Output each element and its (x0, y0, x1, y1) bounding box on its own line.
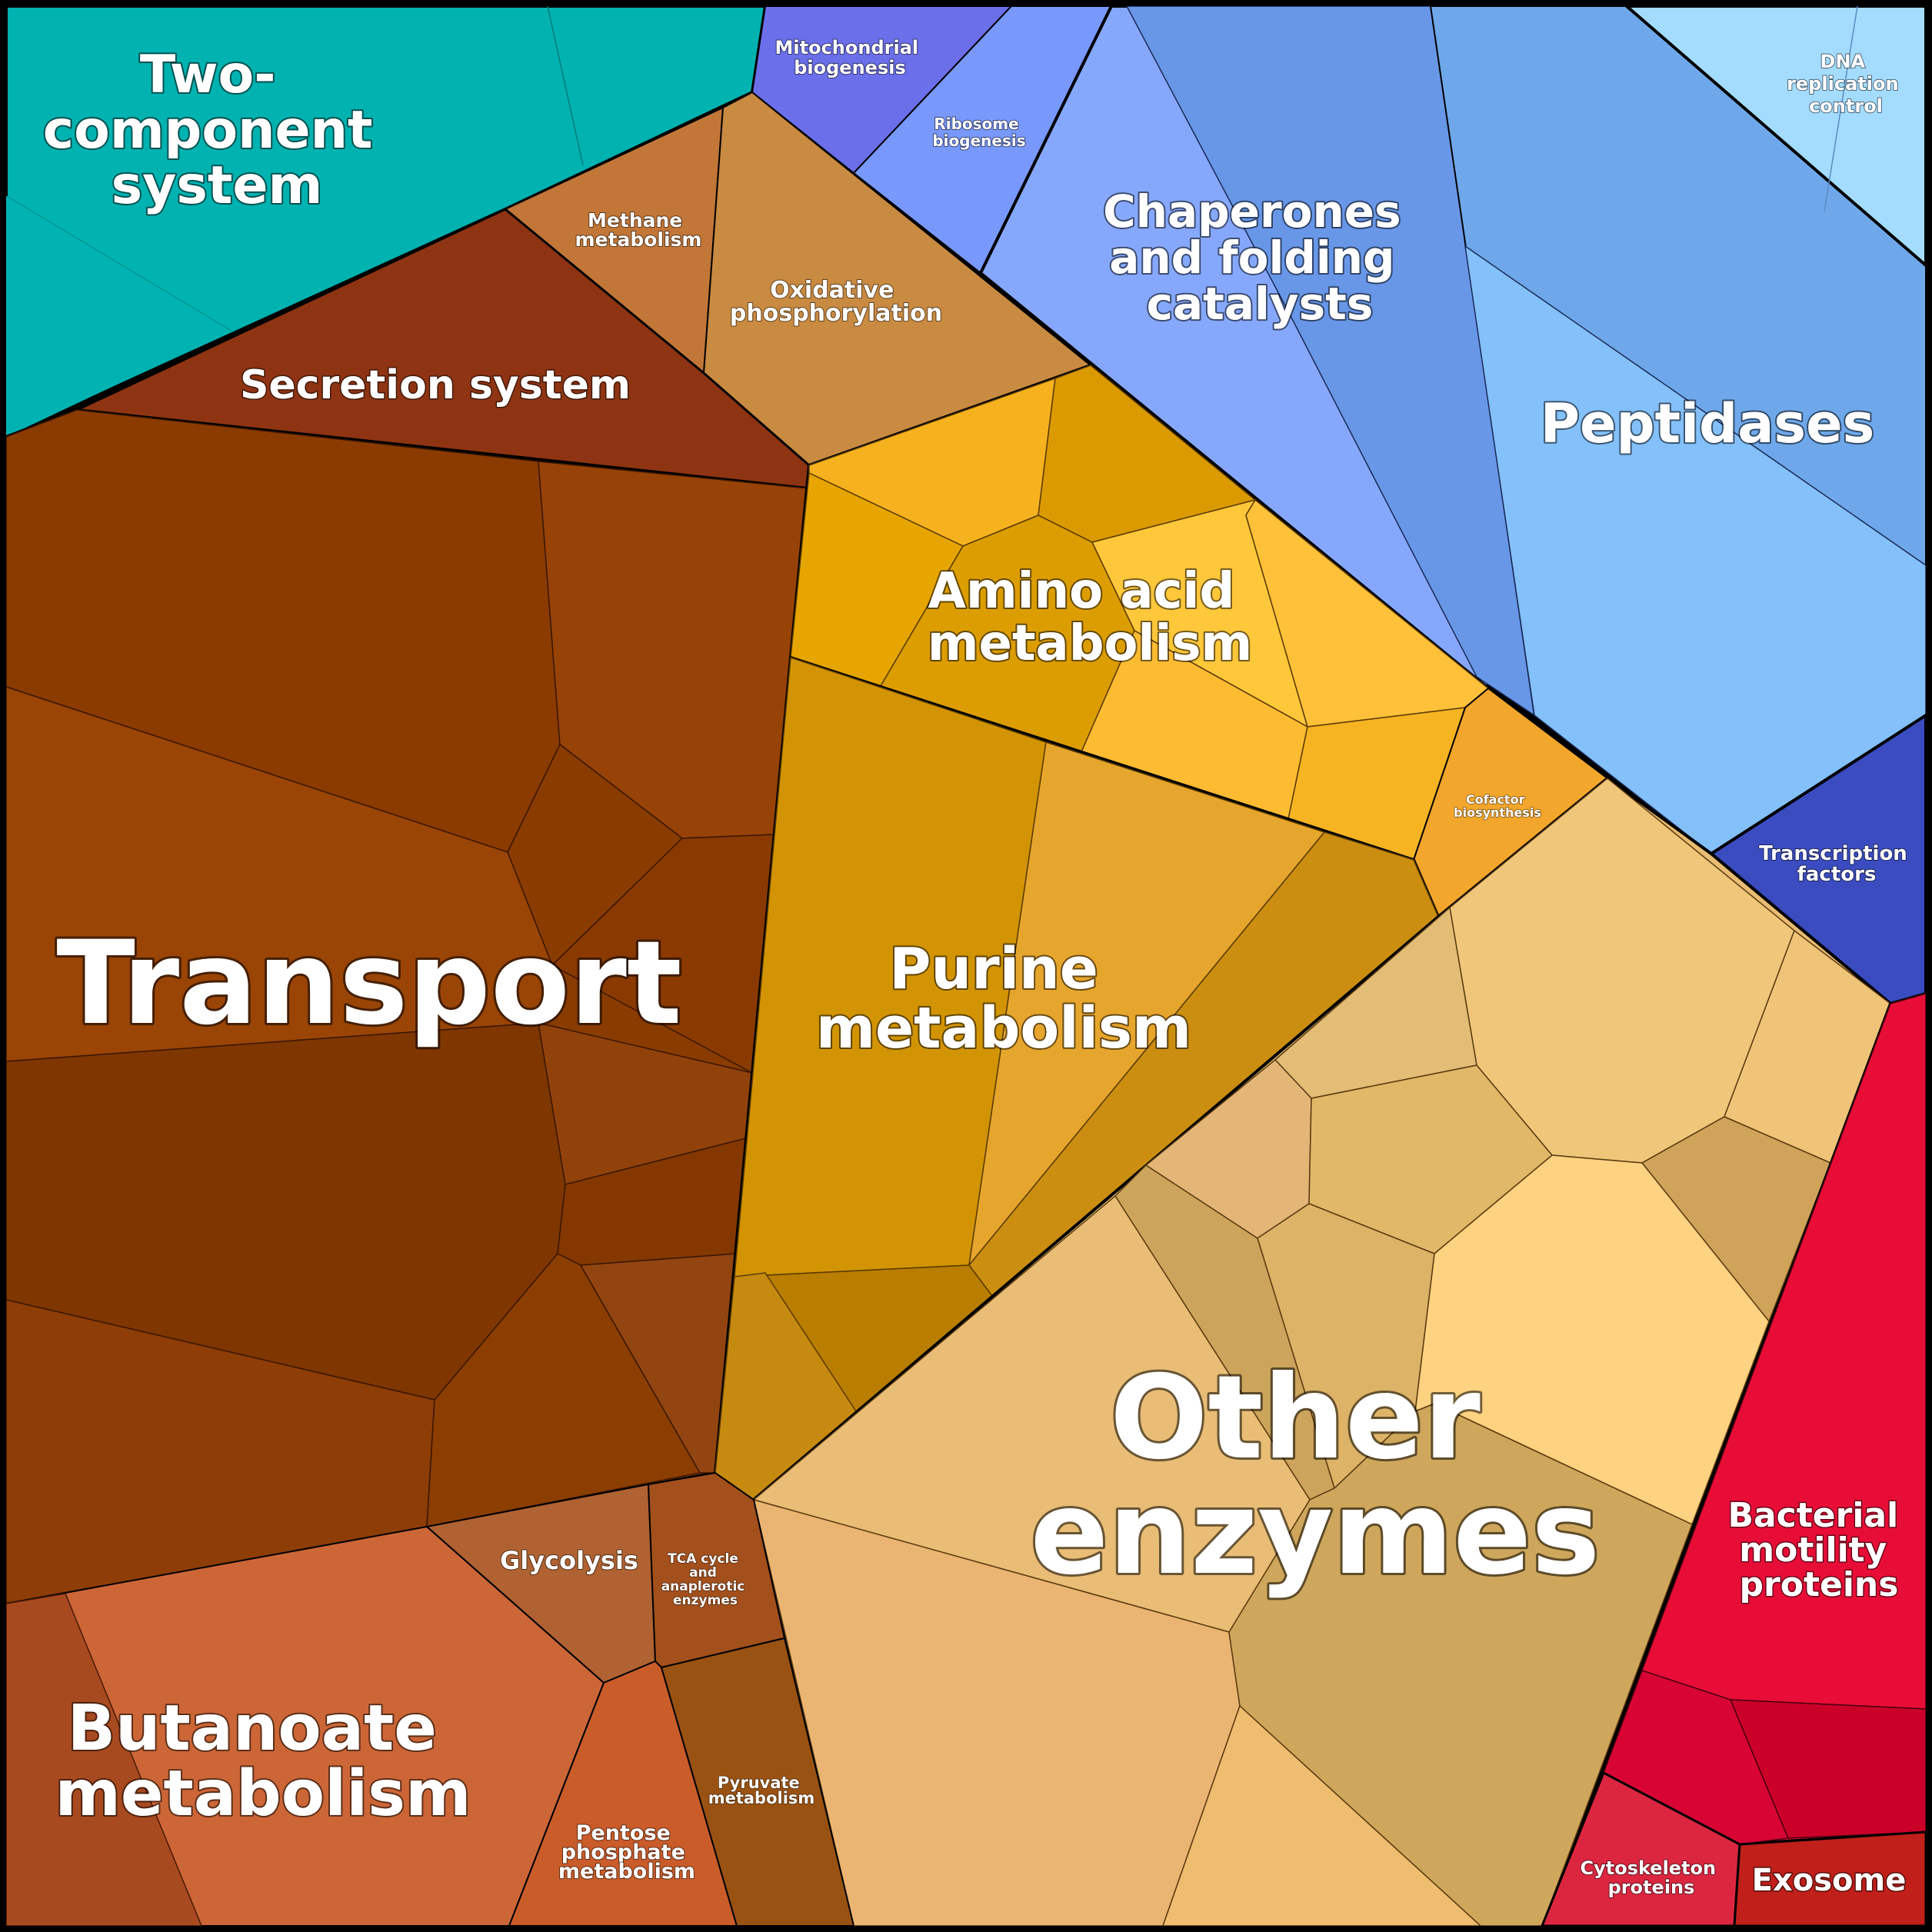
label-cytoskeleton-proteins: Cytoskeleton proteins (1580, 1857, 1722, 1898)
label-butanoate-metabolism: Butanoate metabolism (55, 1692, 471, 1830)
region-butanoate-metabolism[interactable] (5, 1525, 605, 1927)
label-oxidative-phosphorylation: Oxidative phosphorylation (730, 277, 942, 327)
region-amino-acid-metabolism[interactable] (788, 363, 1491, 862)
label-amino-acid-metabolism: Amino acid metabolism (928, 563, 1252, 672)
region-other-enzymes[interactable] (751, 776, 1893, 1927)
region-peptidases[interactable] (1429, 5, 1927, 855)
label-mitochondrial-biogenesis: Mitochondrial biogenesis (775, 37, 925, 78)
label-tca-cycle: TCA cycle and anaplerotic enzymes (661, 1551, 750, 1608)
label-chaperones: Chaperones and folding catalysts (1103, 185, 1417, 330)
label-methane-metabolism: Methane metabolism (575, 209, 702, 251)
label-pyruvate-metabolism: Pyruvate metabolism (708, 1774, 815, 1807)
region-chaperones[interactable] (978, 5, 1535, 717)
label-purine-metabolism: Purine metabolism (816, 936, 1191, 1061)
region-purine-metabolism[interactable] (713, 655, 1441, 1502)
label-glycolysis: Glycolysis (500, 1546, 638, 1575)
label-pentose-phosphate: Pentose phosphate metabolism (558, 1821, 695, 1884)
label-exosome: Exosome (1752, 1863, 1907, 1898)
label-peptidases: Peptidases (1541, 392, 1875, 455)
label-transport: Transport (56, 917, 681, 1051)
label-bacterial-motility-proteins: Bacterial motility proteins (1727, 1496, 1910, 1604)
label-two-component-system: Two- component system (43, 45, 391, 216)
label-transcription-factors: Transcription factors (1759, 842, 1914, 886)
label-cofactor-biosynthesis: Cofactor biosynthesis (1454, 792, 1541, 820)
label-ribosome-biogenesis: Ribosome biogenesis (932, 115, 1025, 150)
label-dna-replication-control: DNA replication control (1787, 51, 1905, 117)
label-other-enzymes: Other enzymes (1031, 1351, 1601, 1601)
region-transport[interactable] (5, 408, 810, 1606)
label-secretion-system: Secretion system (240, 362, 631, 408)
